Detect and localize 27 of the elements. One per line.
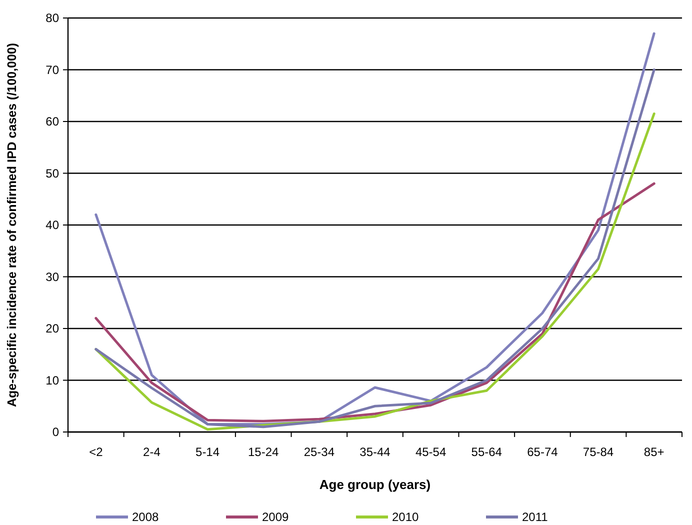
legend-label: 2008 bbox=[132, 510, 160, 524]
line-series bbox=[94, 182, 656, 422]
legend-label: 2011 bbox=[522, 510, 548, 524]
x-tick-label: 65-74 bbox=[527, 445, 558, 459]
x-tick-label: 75-84 bbox=[582, 445, 614, 459]
x-tick-label: 85+ bbox=[644, 445, 664, 459]
y-tick-label: 60 bbox=[46, 114, 60, 129]
legend-label: 2009 bbox=[262, 510, 290, 524]
y-tick-label: 70 bbox=[46, 62, 60, 77]
x-tick-label: <2 bbox=[89, 445, 104, 459]
x-tick-label: 15-24 bbox=[248, 445, 280, 459]
x-tick-label: 45-54 bbox=[415, 445, 446, 459]
x-tick-label: 2-4 bbox=[143, 445, 161, 459]
legend-label: 2010 bbox=[392, 510, 420, 524]
x-tick-label: 25-34 bbox=[304, 445, 335, 459]
y-axis-title: Age-specific incidence rate of confirmed IPD cases (/100,000) bbox=[5, 42, 19, 408]
x-tick-label: 55-64 bbox=[471, 445, 502, 459]
x-tick-label: 35-44 bbox=[360, 445, 391, 459]
y-tick-label: 30 bbox=[46, 270, 60, 284]
y-tick-label: 80 bbox=[46, 11, 60, 26]
y-tick-label: 40 bbox=[46, 218, 60, 232]
x-axis-title: Age group (years) bbox=[319, 477, 431, 492]
y-tick-label: 20 bbox=[46, 322, 60, 336]
y-tick-label: 10 bbox=[46, 373, 60, 388]
x-tick-label: 5-14 bbox=[196, 445, 220, 459]
y-tick-label: 50 bbox=[46, 166, 60, 180]
y-tick-label: 0 bbox=[52, 425, 60, 440]
